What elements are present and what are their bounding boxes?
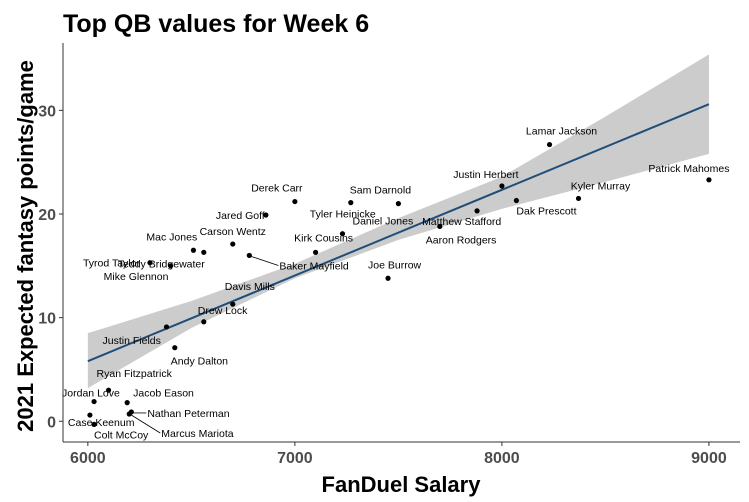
point-mike-glennon	[168, 263, 174, 269]
label-matthew-stafford: Matthew Stafford	[422, 216, 501, 228]
point-baker-mayfield	[246, 252, 252, 259]
label-daniel-jones: Daniel Jones	[352, 216, 413, 228]
leader-line-marcus-mariota	[131, 414, 161, 434]
point-daniel-jones	[339, 231, 346, 237]
point-jared-goff	[263, 212, 269, 218]
label-ryan-fitzpatrick: Ryan Fitzpatrick	[97, 368, 173, 380]
point-teddy-bridgewater	[201, 249, 207, 255]
x-axis-ticks: 6000 7000 8000 9000	[70, 442, 727, 467]
y-axis-ticks: 0 10 20 30	[38, 103, 63, 431]
point-joe-burrow	[385, 275, 391, 281]
point-case-keenum	[87, 412, 93, 418]
point-mac-jones	[190, 247, 197, 253]
x-axis-title: FanDuel Salary	[322, 472, 482, 497]
point-kyler-murray	[575, 195, 582, 202]
label-nathan-peterman: Nathan Peterman	[147, 408, 229, 420]
label-sam-darnold: Sam Darnold	[350, 185, 411, 197]
y-tick-label: 30	[38, 103, 56, 120]
y-tick-label: 10	[38, 311, 56, 328]
label-dak-prescott: Dak Prescott	[516, 206, 576, 218]
point-jordan-love	[91, 398, 97, 405]
y-tick-label: 20	[38, 207, 56, 224]
label-tyler-heinicke: Tyler Heinicke	[310, 209, 376, 221]
label-jordan-love: Jordan Love	[62, 388, 120, 400]
label-davis-mills: Davis Mills	[225, 281, 275, 293]
y-axis-title: 2021 Expected fantasy points/game	[13, 60, 38, 432]
x-tick-label: 8000	[484, 450, 520, 467]
point-labels: Lamar Jackson Patrick Mahomes Justin Herbe…	[62, 126, 729, 442]
axes: 6000 7000 8000 9000 0 10 20 30	[38, 43, 740, 467]
label-colt-mccoy: Colt McCoy	[94, 429, 149, 441]
chart-title: Top QB values for Week 6	[63, 10, 369, 38]
label-andy-dalton: Andy Dalton	[171, 356, 228, 368]
label-drew-lock: Drew Lock	[198, 305, 248, 317]
label-derek-carr: Derek Carr	[251, 183, 303, 195]
label-lamar-jackson: Lamar Jackson	[526, 126, 597, 138]
point-ryan-fitzpatrick	[105, 387, 112, 393]
point-aaron-rodgers	[437, 223, 443, 230]
label-baker-mayfield: Baker Mayfield	[279, 260, 349, 272]
point-dak-prescott	[513, 197, 520, 204]
point-patrick-mahomes	[706, 177, 712, 183]
point-andy-dalton	[172, 345, 178, 351]
x-tick-label: 6000	[70, 450, 106, 467]
label-aaron-rodgers: Aaron Rodgers	[426, 234, 497, 246]
leader-line-baker-mayfield	[251, 256, 279, 266]
label-jared-goff: Jared Goff	[216, 210, 265, 222]
label-teddy-bridgewater: Teddy Bridgewater	[118, 258, 205, 270]
label-carson-wentz: Carson Wentz	[200, 226, 266, 238]
point-davis-mills	[230, 301, 236, 307]
point-carson-wentz	[230, 241, 236, 247]
point-colt-mccoy	[91, 421, 97, 427]
label-mac-jones: Mac Jones	[146, 231, 197, 243]
label-justin-herbert: Justin Herbert	[453, 169, 518, 181]
label-joe-burrow: Joe Burrow	[368, 259, 422, 271]
point-matthew-stafford	[474, 208, 480, 214]
x-tick-label: 9000	[691, 450, 727, 467]
label-case-keenum: Case Keenum	[68, 417, 135, 429]
point-kirk-cousins	[312, 249, 319, 255]
data-points	[87, 141, 712, 427]
point-lamar-jackson	[546, 141, 553, 148]
point-drew-lock	[201, 319, 207, 325]
label-marcus-mariota: Marcus Mariota	[161, 428, 234, 440]
label-patrick-mahomes: Patrick Mahomes	[648, 163, 729, 175]
label-tyrod-taylor: Tyrod Taylor	[83, 258, 140, 270]
point-tyler-heinicke	[348, 200, 354, 206]
point-derek-carr	[292, 198, 298, 205]
point-marcus-mariota	[126, 411, 132, 417]
confidence-band	[87, 54, 709, 389]
label-justin-fields: Justin Fields	[103, 335, 161, 347]
point-justin-herbert	[499, 183, 505, 189]
label-kyler-murray: Kyler Murray	[571, 180, 631, 192]
plot-area: Lamar Jackson Patrick Mahomes Justin Herbe…	[62, 54, 729, 441]
y-tick-label: 0	[47, 414, 56, 431]
label-kirk-cousins: Kirk Cousins	[294, 232, 353, 244]
label-mike-glennon: Mike Glennon	[104, 271, 169, 283]
point-justin-fields	[163, 324, 170, 330]
label-jacob-eason: Jacob Eason	[133, 388, 194, 400]
x-tick-label: 7000	[277, 450, 313, 467]
point-sam-darnold	[395, 201, 401, 207]
trend-line	[87, 103, 710, 363]
point-jacob-eason	[124, 400, 130, 406]
point-tyrod-taylor	[147, 260, 153, 266]
